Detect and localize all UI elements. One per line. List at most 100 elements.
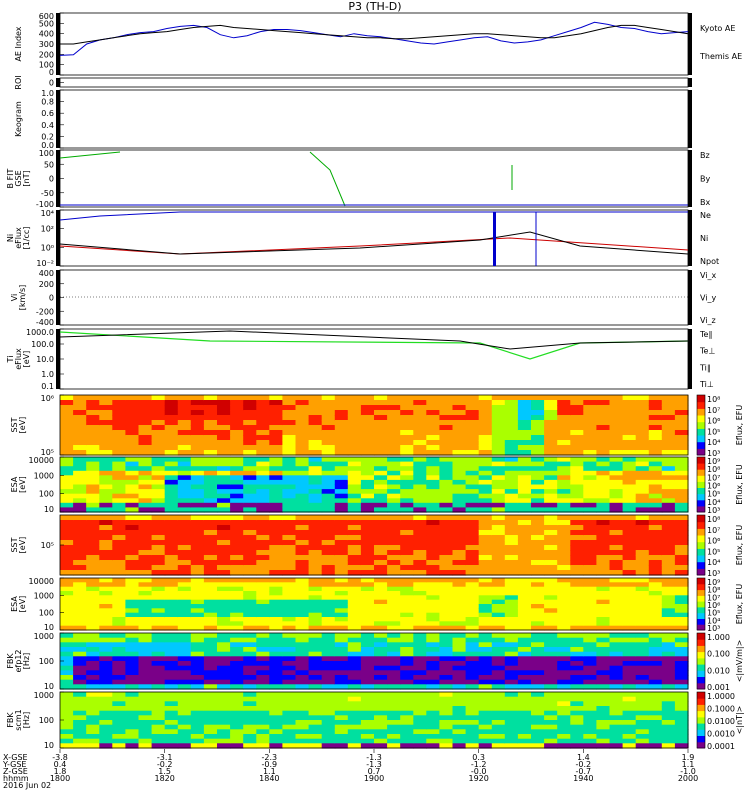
- heatmap-cell: [203, 692, 218, 698]
- heatmap-cell: [190, 633, 205, 639]
- heatmap-cell: [544, 570, 558, 576]
- heatmap-cell: [609, 637, 624, 643]
- heatmap-cell: [517, 595, 532, 601]
- heatmap-cell: [570, 617, 584, 622]
- heatmap-cell: [99, 484, 113, 490]
- heatmap-cell: [439, 515, 454, 521]
- heatmap-cell: [230, 570, 244, 576]
- heatmap-cell: [138, 696, 153, 702]
- footer-value: -3.1: [157, 753, 173, 762]
- heatmap-cell: [609, 743, 624, 749]
- footer-value: 1900: [364, 774, 384, 783]
- heatmap-cell: [203, 400, 218, 406]
- heatmap-cell: [164, 696, 179, 702]
- heatmap-cell: [531, 706, 545, 712]
- heatmap-cell: [243, 582, 257, 588]
- heatmap-cell: [151, 498, 166, 504]
- heatmap-cell: [387, 692, 401, 698]
- heatmap-cell: [360, 656, 375, 662]
- heatmap-cell: [360, 586, 375, 592]
- heatmap-cell: [674, 625, 689, 631]
- heatmap-cell: [164, 710, 179, 716]
- heatmap-cell: [452, 475, 467, 481]
- heatmap-cell: [439, 489, 454, 495]
- heatmap-cell: [99, 738, 113, 744]
- heatmap-cell: [570, 642, 584, 648]
- heatmap-cell: [426, 724, 440, 730]
- heatmap-cell: [203, 738, 218, 744]
- density-trace: [59, 231, 689, 255]
- heatmap-cell: [203, 665, 218, 671]
- heatmap-cell: [308, 743, 323, 749]
- heatmap-cell: [491, 560, 506, 566]
- heatmap-cell: [73, 498, 87, 504]
- heatmap-cell: [426, 570, 440, 576]
- heatmap-cell: [125, 545, 140, 551]
- heatmap-cell: [648, 578, 663, 583]
- heatmap-cell: [360, 724, 375, 730]
- heatmap-cell: [177, 515, 192, 521]
- heatmap-cell: [99, 550, 113, 556]
- y-axis-label: [eV]: [22, 351, 31, 368]
- heatmap-cell: [544, 450, 558, 456]
- heatmap-cell: [164, 675, 179, 681]
- heatmap-cell: [138, 591, 153, 596]
- heatmap-cell: [465, 507, 480, 513]
- heatmap-cell: [360, 608, 375, 614]
- heatmap-cell: [360, 578, 375, 583]
- heatmap-cell: [504, 461, 519, 467]
- heatmap-cell: [557, 647, 571, 653]
- heatmap-cell: [517, 430, 532, 436]
- heatmap-cell: [217, 430, 231, 436]
- heatmap-cell: [217, 670, 231, 676]
- heatmap-cell: [360, 535, 375, 541]
- heatmap-cell: [99, 729, 113, 735]
- heatmap-cell: [360, 743, 375, 749]
- heatmap-cell: [243, 706, 257, 712]
- heatmap-cell: [282, 530, 297, 536]
- heatmap-cell: [86, 502, 100, 508]
- heatmap-cell: [138, 470, 153, 476]
- heatmap-cell: [243, 489, 257, 495]
- heatmap-cell: [99, 440, 113, 446]
- axis-bar-left: [56, 329, 60, 389]
- heatmap-cell: [347, 642, 362, 648]
- y-tick-label: 100: [39, 149, 54, 158]
- heatmap-cell: [230, 612, 244, 618]
- heatmap-cell: [112, 582, 126, 588]
- heatmap-cell: [491, 637, 506, 643]
- heatmap-cell: [360, 530, 375, 536]
- heatmap-cell: [491, 484, 506, 490]
- heatmap-cell: [321, 425, 336, 431]
- heatmap-cell: [439, 675, 454, 681]
- heatmap-cell: [544, 679, 558, 685]
- heatmap-cell: [661, 661, 676, 667]
- heatmap-cell: [504, 591, 519, 596]
- heatmap-cell: [648, 445, 663, 451]
- heatmap-cell: [99, 405, 113, 411]
- heatmap-cell: [413, 665, 427, 671]
- heatmap-cell: [400, 724, 414, 730]
- heatmap-cell: [557, 489, 571, 495]
- heatmap-cell: [622, 729, 637, 735]
- heatmap-cell: [243, 555, 257, 561]
- heatmap-cell: [596, 395, 611, 401]
- heatmap-cell: [334, 415, 349, 421]
- heatmap-cell: [177, 734, 192, 740]
- heatmap-cell: [125, 734, 140, 740]
- heatmap-cell: [465, 738, 480, 744]
- heatmap-cell: [544, 560, 558, 566]
- heatmap-cell: [648, 612, 663, 618]
- heatmap-cell: [269, 555, 283, 561]
- heatmap-cell: [243, 701, 257, 707]
- heatmap-cell: [151, 633, 166, 639]
- heatmap-cell: [674, 420, 689, 426]
- heatmap-cell: [334, 684, 349, 690]
- heatmap-cell: [308, 415, 323, 421]
- heatmap-cell: [491, 475, 506, 481]
- heatmap-cell: [321, 647, 336, 653]
- heatmap-cell: [661, 550, 676, 556]
- heatmap-cell: [256, 692, 270, 698]
- heatmap-cell: [99, 395, 113, 401]
- heatmap-cell: [609, 479, 624, 486]
